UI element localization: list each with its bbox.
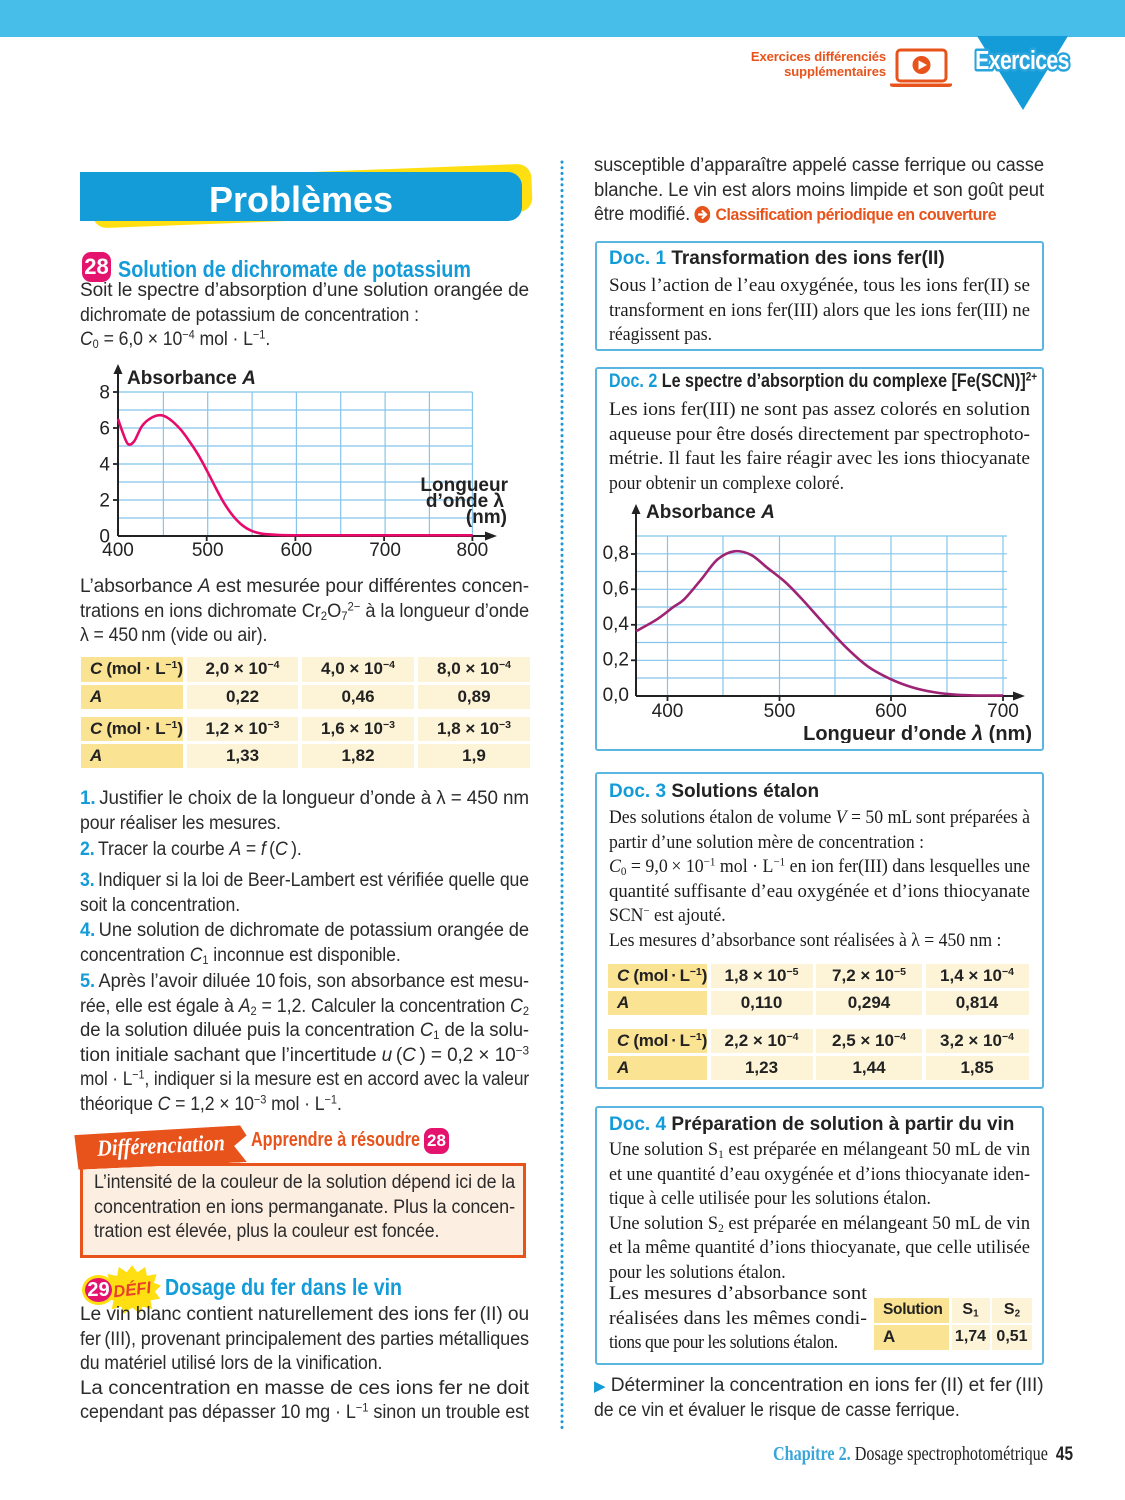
svg-text:Longueur d’onde λ (nm): Longueur d’onde λ (nm) xyxy=(803,723,1032,743)
svg-text:Absorbance A: Absorbance A xyxy=(646,502,775,523)
svg-text:DÉFI: DÉFI xyxy=(112,1278,152,1302)
svg-text:0,6: 0,6 xyxy=(603,579,629,600)
svg-text:0: 0 xyxy=(99,527,110,548)
svg-text:0,2: 0,2 xyxy=(603,650,629,671)
svg-text:700: 700 xyxy=(987,701,1019,722)
svg-text:Absorbance A: Absorbance A xyxy=(127,368,256,389)
svg-text:500: 500 xyxy=(764,701,796,722)
svg-text:(nm): (nm) xyxy=(466,507,507,528)
svg-text:4: 4 xyxy=(99,455,110,476)
svg-text:0,8: 0,8 xyxy=(603,543,629,564)
svg-text:Longueur: Longueur xyxy=(420,475,508,496)
svg-text:d’onde λ: d’onde λ xyxy=(426,491,505,512)
svg-text:600: 600 xyxy=(281,540,313,561)
svg-text:400: 400 xyxy=(102,540,134,561)
svg-text:600: 600 xyxy=(875,701,907,722)
svg-text:800: 800 xyxy=(457,540,489,561)
svg-text:400: 400 xyxy=(652,701,684,722)
svg-text:0,4: 0,4 xyxy=(603,614,630,635)
svg-text:8: 8 xyxy=(99,383,110,404)
svg-text:0,0: 0,0 xyxy=(603,685,629,706)
svg-text:Exercices: Exercices xyxy=(975,46,1069,76)
svg-text:2: 2 xyxy=(99,491,110,512)
svg-text:6: 6 xyxy=(99,419,110,440)
svg-text:500: 500 xyxy=(192,540,224,561)
svg-text:700: 700 xyxy=(369,540,401,561)
